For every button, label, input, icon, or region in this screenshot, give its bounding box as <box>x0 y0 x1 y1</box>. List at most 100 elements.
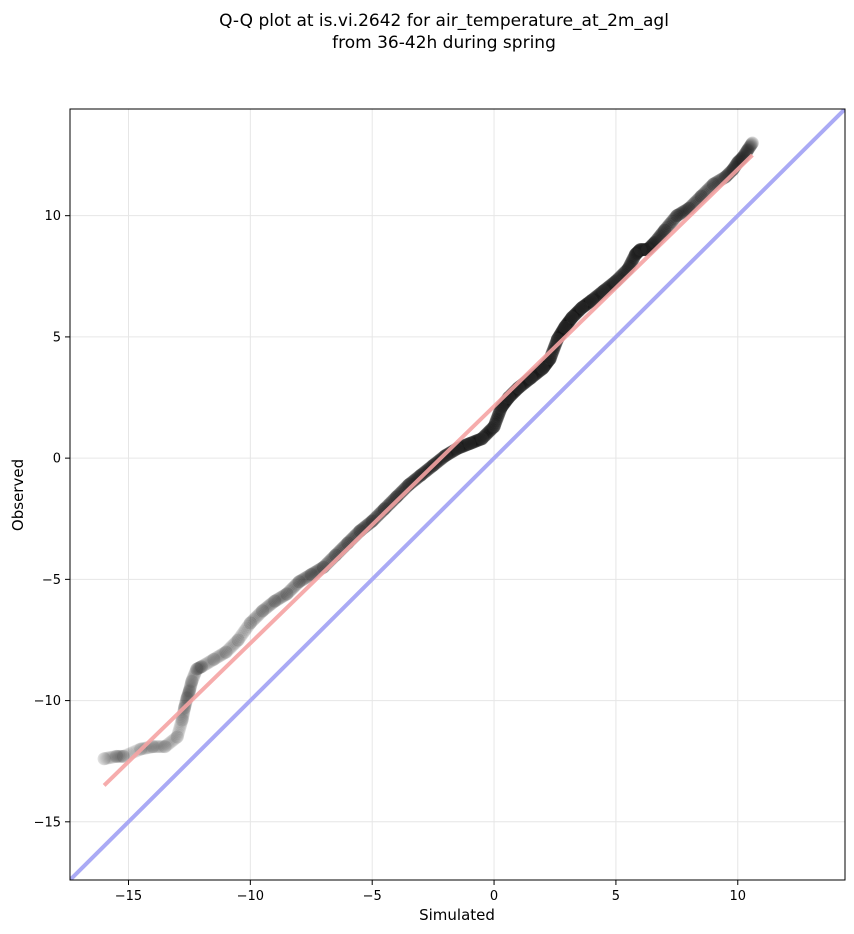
quantile-point-density <box>229 635 243 649</box>
quantile-point-density <box>288 578 302 592</box>
quantile-point-density <box>190 662 204 676</box>
quantile-point-density <box>588 291 602 305</box>
quantile-point-density <box>206 653 220 667</box>
quantile-point-density <box>633 243 647 257</box>
quantile-point-density <box>493 404 507 418</box>
quantile-point-density <box>226 638 240 652</box>
quantile-point-density <box>659 222 673 236</box>
quantile-point-density <box>663 217 677 231</box>
y-tick-label: 0 <box>53 452 61 467</box>
quantile-point-density <box>139 741 153 755</box>
quantile-point-density <box>570 306 584 320</box>
quantile-point-density <box>168 732 182 746</box>
quantile-point-density <box>463 437 477 451</box>
quantile-point-density <box>274 591 288 605</box>
quantile-point-density <box>657 224 671 238</box>
quantile-point-density <box>745 137 759 151</box>
quantile-point-density <box>258 602 272 616</box>
quantile-point-density <box>466 435 480 449</box>
quantile-point-density <box>102 751 116 765</box>
quantile-point-density <box>276 589 290 603</box>
x-tick-label: 10 <box>729 889 746 904</box>
quantile-point-density <box>281 586 295 600</box>
quantile-point-density <box>263 598 277 612</box>
quantile-point-density <box>259 601 273 615</box>
quantile-point-density <box>485 422 499 436</box>
quantile-point-density <box>564 311 578 325</box>
plot-area <box>70 109 845 880</box>
quantile-point-density <box>630 246 644 260</box>
quantile-point-density <box>669 210 683 224</box>
quantile-point-density <box>560 317 574 331</box>
quantile-point-density <box>742 141 756 155</box>
quantile-point <box>741 143 755 157</box>
quantile-point-density <box>627 250 641 264</box>
quantile-point-density <box>744 138 758 152</box>
quantile-point-density <box>188 667 202 681</box>
quantile-point-density <box>97 752 111 766</box>
quantile-point-density <box>182 685 196 699</box>
quantile-point-density <box>297 572 311 586</box>
quantile-point-density <box>185 674 199 688</box>
quantile-point-density <box>632 244 646 258</box>
quantile-point-density <box>470 434 484 448</box>
x-axis-label: Simulated <box>419 906 495 924</box>
quantile-point-density <box>220 644 234 658</box>
quantile-point-density <box>472 433 486 447</box>
quantile-point-density <box>182 684 196 698</box>
quantile-point-density <box>243 616 257 630</box>
quantile-point-density <box>148 740 162 754</box>
quantile-point-density <box>223 641 237 655</box>
quantile-point-density <box>486 421 500 435</box>
quantile-point-density <box>262 599 276 613</box>
quantile-point-density <box>202 655 216 669</box>
quantile-point-density <box>285 582 299 596</box>
quantile-point-density <box>253 606 267 620</box>
quantile-point-density <box>188 666 202 680</box>
quantile-point-density <box>592 288 606 302</box>
quantile-point-density <box>675 206 689 220</box>
quantile-point-density <box>232 631 246 645</box>
quantile-point-density <box>174 718 188 732</box>
quantile-point-density <box>104 750 118 764</box>
quantile-point-density <box>167 733 181 747</box>
quantile-point-density <box>184 678 198 692</box>
quantile-point <box>158 740 172 754</box>
quantile-point <box>256 604 270 618</box>
quantile-point-density <box>194 660 208 674</box>
quantile-point-density <box>173 721 187 735</box>
quantile-point-density <box>637 243 651 257</box>
quantile-point-density <box>292 575 306 589</box>
quantile-point-density <box>480 427 494 441</box>
quantile-point-density <box>366 513 380 527</box>
quantile-point-density <box>458 439 472 453</box>
quantile-point-density <box>203 655 217 669</box>
quantile-point-density <box>201 656 215 670</box>
quantile-point <box>195 660 209 674</box>
quantile-point-density <box>559 318 573 332</box>
quantile-point-density <box>660 220 674 234</box>
quantile-point-density <box>101 751 115 765</box>
quantile-point-density <box>115 749 129 763</box>
quantile-point-density <box>113 749 127 763</box>
quantile-point-density <box>112 749 126 763</box>
quantile-point-density <box>184 679 198 693</box>
quantile-point-density <box>237 624 251 638</box>
quantile-point-density <box>744 137 758 151</box>
quantile-point-density <box>661 219 675 233</box>
quantile-point-density <box>156 740 170 754</box>
quantile-point-density <box>192 661 206 675</box>
quantile-point-density <box>106 750 120 764</box>
quantile-point-density <box>183 680 197 694</box>
quantile-point-density <box>193 660 207 674</box>
quantile-point-density <box>488 418 502 432</box>
quantile-point-density <box>280 587 294 601</box>
quantile-point-density <box>455 439 469 453</box>
quantile-point-density <box>741 142 755 156</box>
quantile-point <box>745 136 759 150</box>
quantile-point-density <box>566 310 580 324</box>
quantile-point-density <box>490 412 504 426</box>
quantile-point-density <box>537 360 551 374</box>
quantile-point-density <box>98 752 112 766</box>
quantile-point-density <box>286 581 300 595</box>
